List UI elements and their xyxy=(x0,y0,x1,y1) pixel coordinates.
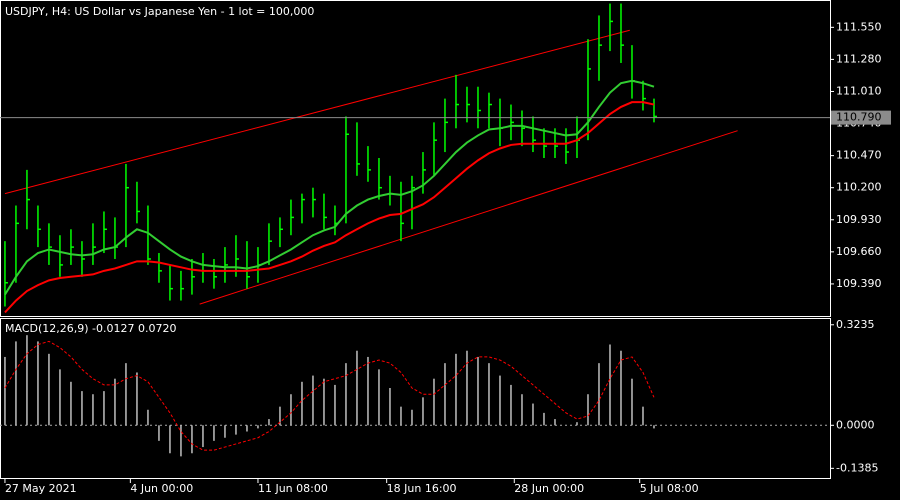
main-panel-border xyxy=(0,0,831,317)
y-tick-label: 109.390 xyxy=(836,277,882,290)
y-tick-label: 110.470 xyxy=(836,149,882,162)
moving-average xyxy=(4,79,655,296)
y-tick-label: -0.1385 xyxy=(836,461,878,474)
x-tick-label: 4 Jun 00:00 xyxy=(130,482,193,495)
y-tick-label: 109.930 xyxy=(836,213,882,226)
axes: 109.390 109.660 109.930 110.200 110.470 110.7… xyxy=(0,20,891,495)
price-label: 110.790 xyxy=(836,111,882,124)
price-label-box xyxy=(831,110,891,125)
x-tick-label: 11 Jun 08:00 xyxy=(258,482,328,495)
macd-plot xyxy=(0,335,830,457)
macd-panel-border xyxy=(0,318,831,479)
channel-line xyxy=(4,29,630,195)
x-tick-label: 5 Jul 08:00 xyxy=(640,482,699,495)
x-tick-label: 18 Jun 16:00 xyxy=(387,482,457,495)
y-tick-label: 109.660 xyxy=(836,245,882,258)
main-plot xyxy=(4,3,738,314)
signal-line xyxy=(4,340,655,451)
x-tick-label: 28 Jun 00:00 xyxy=(514,482,584,495)
y-tick-label: 111.280 xyxy=(836,52,882,65)
moving-average xyxy=(4,101,655,314)
macd-title: MACD(12,26,9) -0.0127 0.0720 xyxy=(5,322,176,335)
y-tick-label: 110.200 xyxy=(836,181,882,194)
main-title: USDJPY, H4: US Dollar vs Japanese Yen - … xyxy=(5,5,314,18)
x-tick-label: 27 May 2021 xyxy=(5,482,77,495)
channel-line xyxy=(199,130,738,305)
y-tick-label: 0.0000 xyxy=(836,418,875,431)
y-tick-label: 111.010 xyxy=(836,84,882,97)
y-tick-label: 0.3235 xyxy=(836,318,875,331)
y-tick-label: 111.550 xyxy=(836,20,882,33)
